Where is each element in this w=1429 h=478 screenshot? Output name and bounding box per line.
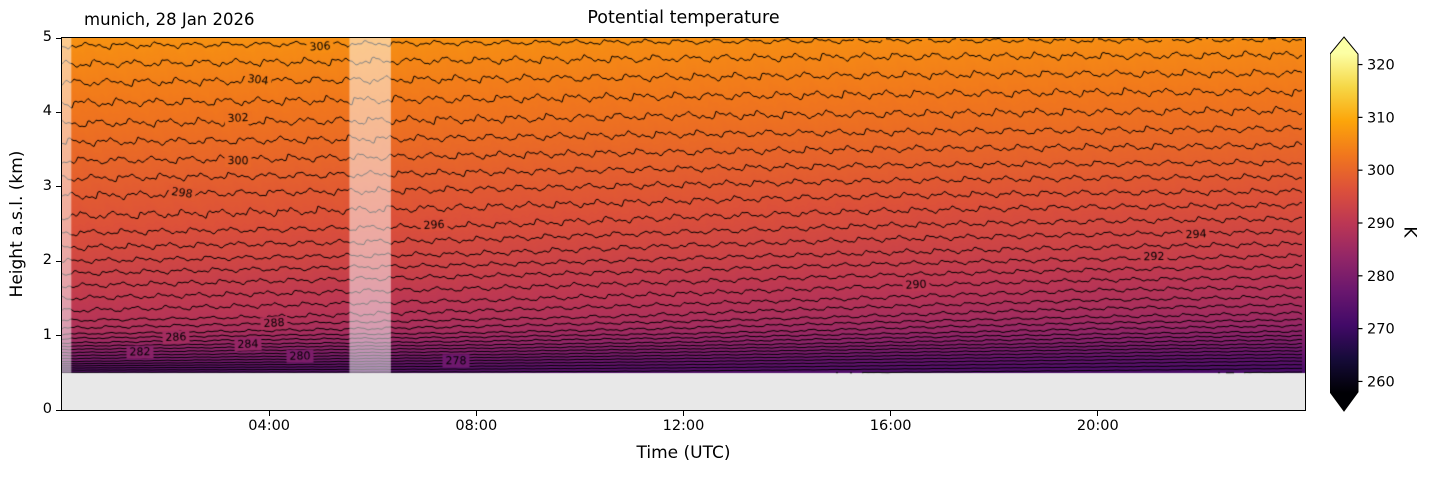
colorbar-tick-label: 310	[1367, 110, 1395, 126]
colorbar-tick-label: 300	[1367, 163, 1395, 179]
colorbar: 260 270 280 290 300 310 320	[1329, 36, 1420, 418]
y-tick-label: 4	[42, 103, 52, 120]
y-axis-label: Height a.s.l. (km)	[7, 150, 27, 298]
annotation-location-date: munich, 28 Jan 2026	[84, 10, 255, 29]
x-tick-mark	[683, 411, 684, 416]
y-tick-label: 1	[42, 326, 52, 343]
plot-area	[61, 37, 1306, 411]
colorbar-tick-label: 280	[1367, 269, 1395, 285]
colorbar-tick-label: 270	[1367, 322, 1395, 338]
colorbar-tick-label: 260	[1367, 374, 1395, 390]
colorbar-bar	[1329, 36, 1359, 412]
colorbar-tick-label: 290	[1367, 216, 1395, 232]
colorbar-unit-label: K	[1399, 226, 1420, 238]
x-axis-label: Time (UTC)	[636, 443, 731, 463]
chart-title: Potential temperature	[587, 8, 780, 28]
colorbar-tick-label: 320	[1367, 58, 1395, 74]
colorbar-svg: 260 270 280 290 300 310 320	[1329, 36, 1395, 412]
x-tick-label: 12:00	[662, 418, 705, 434]
x-tick-label: 04:00	[248, 418, 291, 434]
x-tick-mark	[1097, 411, 1099, 416]
x-tick-label: 20:00	[1076, 418, 1119, 434]
y-tick-label: 0	[42, 401, 52, 417]
x-tick-label: 08:00	[455, 418, 498, 434]
x-tick-mark	[268, 411, 270, 416]
contour-plot-canvas	[62, 38, 1305, 410]
x-tick-label: 16:00	[869, 418, 912, 434]
x-tick-mark	[890, 411, 892, 416]
x-tick-mark	[475, 411, 477, 416]
y-tick-label: 5	[42, 29, 52, 45]
